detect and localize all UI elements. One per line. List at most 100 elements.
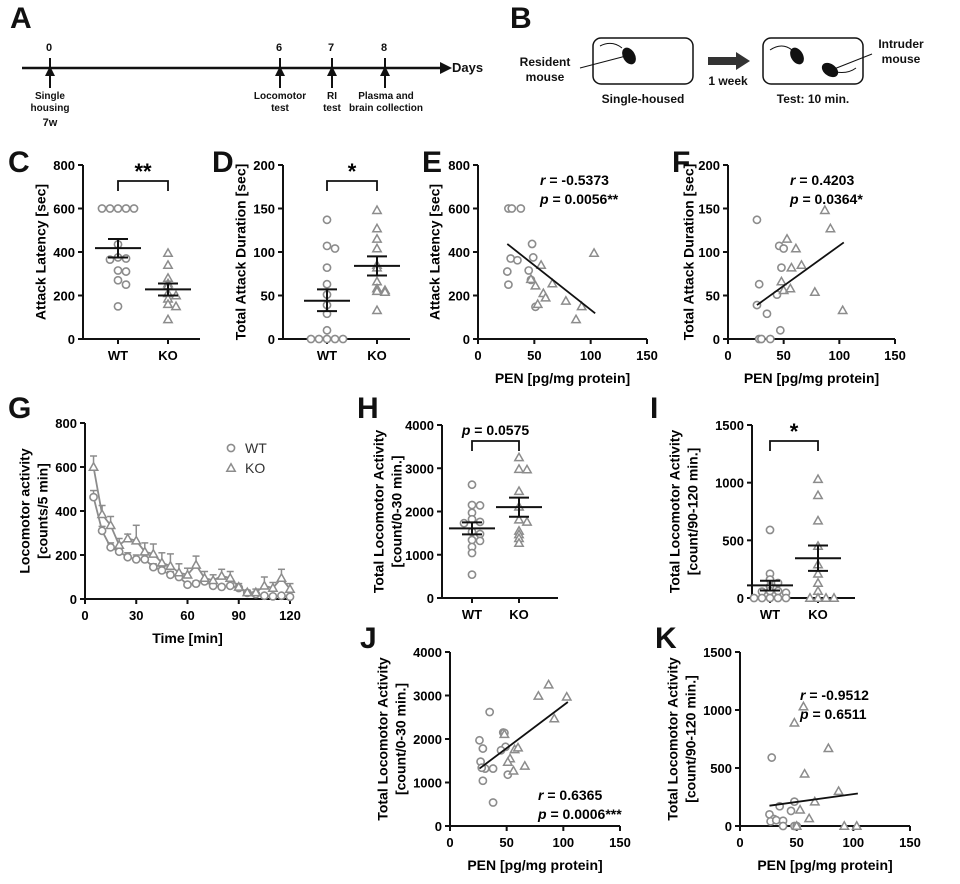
triangle-marker [804, 592, 816, 602]
significance-label: ** [134, 159, 152, 184]
x-tick-label: 100 [828, 348, 850, 363]
panel-label-k: K [655, 622, 677, 655]
circle-marker [767, 753, 777, 762]
triangle-marker [190, 559, 202, 569]
triangle-marker [105, 519, 117, 530]
panel-label-h: H [357, 392, 379, 425]
triangle-marker [147, 548, 159, 558]
resident-intruder-schematic [579, 37, 873, 85]
triangle-marker [250, 586, 262, 597]
timeline-diagram [22, 58, 452, 88]
triangle-marker [521, 516, 533, 526]
x-tick-label: 50 [789, 835, 803, 850]
right-arrow-icon [708, 52, 750, 70]
intruder-pointer [833, 53, 873, 70]
circle-marker [113, 204, 123, 213]
circle-marker [757, 593, 767, 603]
y-tick-label: 1000 [703, 703, 732, 718]
triangle-marker [216, 570, 228, 580]
significance-bracket [326, 180, 378, 191]
x-tick-label: 100 [552, 835, 574, 850]
y-axis-label: Total Locomotor Activity [665, 657, 681, 821]
y-tick-label: 200 [53, 289, 75, 304]
circle-marker [765, 525, 775, 535]
timeline-day-0: 0 [46, 42, 53, 54]
y-axis-label: Total Locomotor Activity [667, 430, 683, 594]
triangle-marker [790, 242, 802, 253]
circle-marker [775, 325, 785, 335]
event-note-age: 7w [42, 117, 58, 129]
circle-marker [322, 279, 332, 289]
correlation-p: p = 0.0006*** [537, 806, 622, 822]
panel-label-f: F [672, 146, 691, 179]
y-tick-label: 600 [55, 460, 77, 475]
triangle-marker [822, 742, 834, 753]
y-tick-label: 100 [698, 245, 720, 260]
category-label-ko: KO [509, 607, 529, 622]
legend-label-ko: KO [245, 460, 265, 476]
circle-marker [268, 591, 278, 601]
significance-bracket [117, 180, 169, 191]
circle-marker [765, 334, 775, 344]
triangle-marker [784, 282, 796, 293]
circle-marker [121, 267, 131, 276]
triangle-marker [139, 545, 151, 556]
y-tick-label: 200 [698, 158, 720, 173]
y-tick-label: 4000 [405, 418, 434, 433]
category-label-ko: KO [808, 607, 828, 622]
resident-mouse-label: Resident mouse [519, 55, 571, 84]
circle-marker [225, 581, 235, 591]
x-tick-label: 150 [884, 348, 906, 363]
x-tick-label: 90 [232, 608, 246, 623]
y-tick-label: 3000 [413, 689, 442, 704]
panel-label-c: C [8, 146, 30, 179]
circle-marker [114, 547, 124, 557]
panel-label-j: J [360, 622, 377, 655]
circle-marker [478, 744, 488, 753]
circle-marker [322, 263, 332, 273]
triangle-marker [207, 574, 219, 585]
x-tick-label: 60 [180, 608, 194, 623]
category-label-wt: WT [317, 348, 337, 363]
regression-line [506, 243, 596, 315]
y-tick-label: 0 [435, 819, 442, 834]
category-label-wt: WT [108, 348, 128, 363]
y-tick-label: 0 [713, 332, 720, 347]
category-label-ko: KO [158, 348, 178, 363]
x-tick-label: 0 [446, 835, 453, 850]
circle-marker [183, 580, 192, 590]
circle-marker [191, 579, 201, 588]
triangle-marker [173, 566, 185, 577]
circle-marker [330, 244, 340, 253]
triangle-marker [513, 485, 525, 496]
triangle-marker [122, 532, 134, 543]
circle-marker [97, 204, 107, 213]
circle-marker [121, 204, 131, 213]
y-tick-label: 0 [463, 332, 470, 347]
triangle-marker [809, 795, 821, 806]
triangle-marker [799, 768, 811, 778]
y-tick-label: 0 [68, 332, 75, 347]
triangle-marker [241, 586, 253, 597]
y-axis-label: Attack Latency [sec] [427, 184, 443, 320]
legend-label-wt: WT [245, 440, 267, 456]
x-tick-label: 150 [609, 835, 631, 850]
correlation-p: p = 0.6511 [799, 706, 867, 722]
triangle-marker [507, 765, 519, 775]
triangle-marker [513, 463, 525, 474]
y-tick-label: 0 [268, 332, 275, 347]
y-tick-label: 2000 [405, 505, 434, 520]
triangle-marker [560, 295, 572, 305]
triangle-marker [199, 572, 211, 583]
triangle-marker [513, 451, 525, 462]
y-axis-label: Total Attack Duration [sec] [681, 164, 697, 341]
circle-marker [322, 325, 332, 335]
y-tick-label: 3000 [405, 461, 434, 476]
y-axis-label: [count/90-120 min.] [683, 675, 699, 803]
y-axis-label: Locomotor activity [17, 448, 33, 573]
circle-marker [524, 266, 534, 275]
regression-line [756, 241, 845, 306]
